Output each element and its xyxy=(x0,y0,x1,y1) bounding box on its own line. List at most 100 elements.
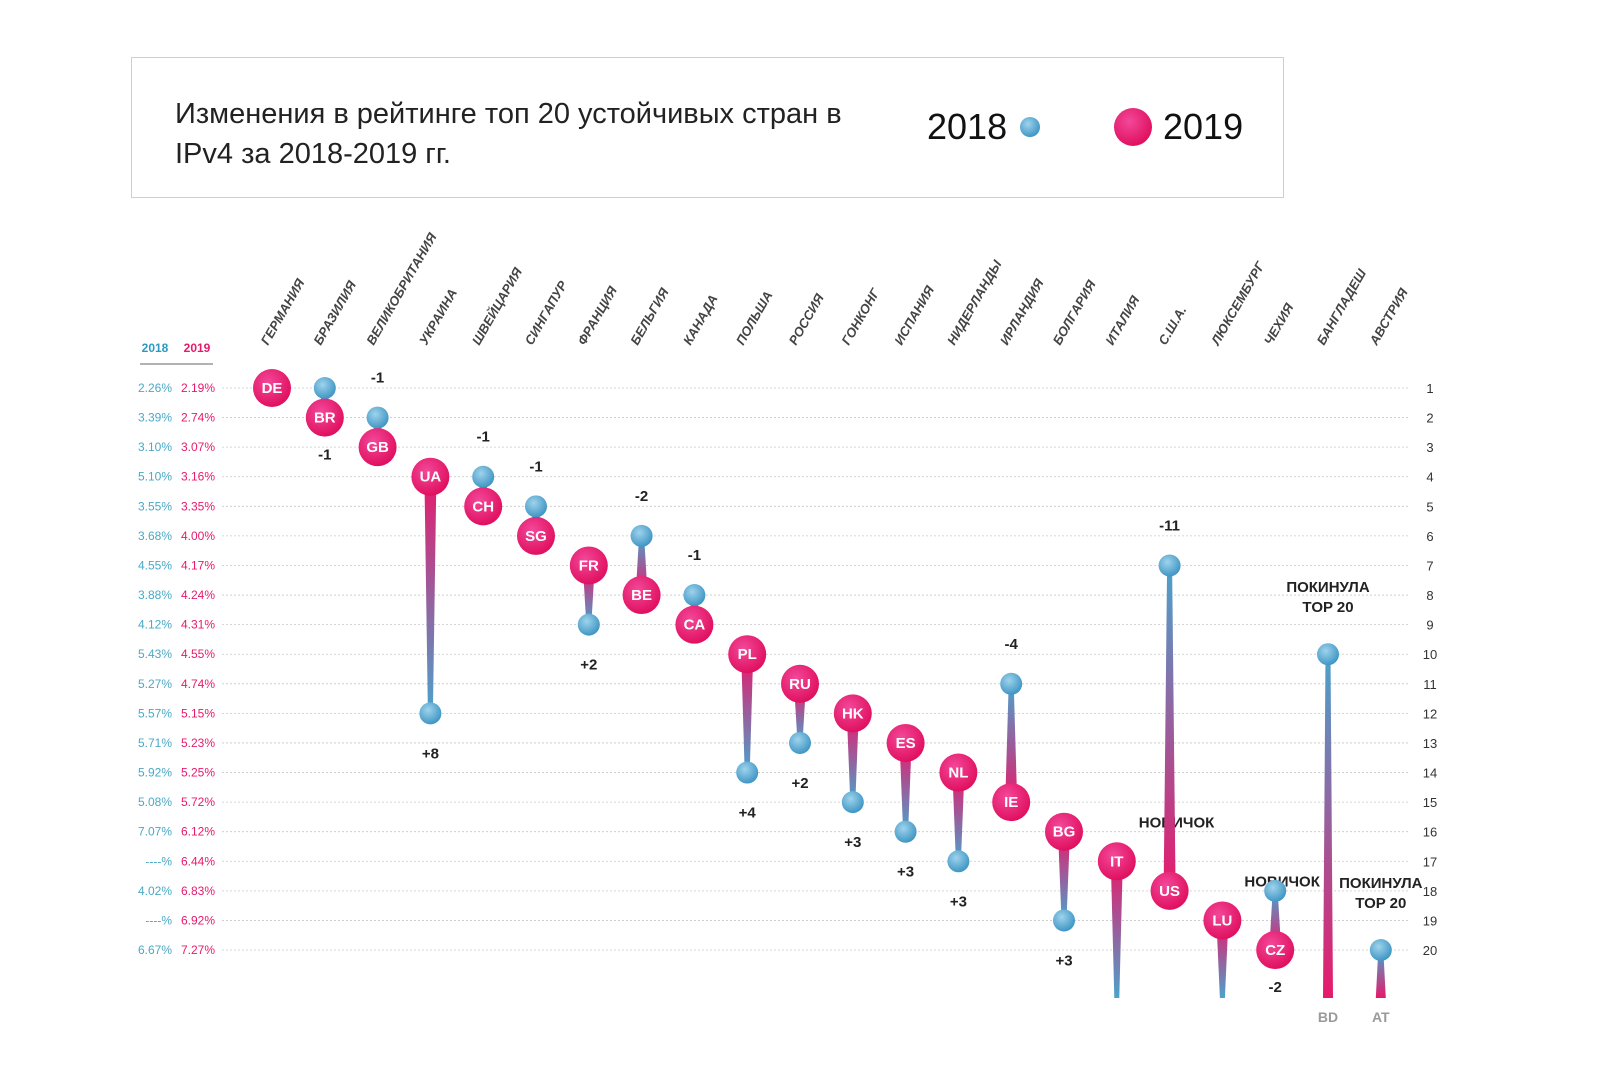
value-2018: 3.10% xyxy=(138,440,172,454)
country-code: SG xyxy=(525,528,547,545)
country-name: ЛЮКСЕМБУРГ xyxy=(1208,258,1269,348)
value-2018: 3.68% xyxy=(138,529,172,543)
dot-2019 xyxy=(1203,901,1242,940)
change-label: +2 xyxy=(580,657,597,674)
country-code: IE xyxy=(1004,794,1018,811)
country-name: ИРЛАНДИЯ xyxy=(997,276,1047,348)
value-2019: 3.35% xyxy=(181,499,215,513)
value-2019: 5.25% xyxy=(181,766,215,780)
table-header-2019: 2019 xyxy=(184,341,211,355)
value-2018: 4.12% xyxy=(138,618,172,632)
dumbbell-ru: RU +2 xyxy=(781,664,819,792)
value-2018: 3.55% xyxy=(138,499,172,513)
rank-tick-label: 15 xyxy=(1423,795,1437,810)
country-name: ИТАЛИЯ xyxy=(1102,293,1142,348)
country-name: УКРАИНА xyxy=(416,286,460,347)
dumbbell-us: US -11 xyxy=(1150,517,1189,910)
country-code: GB xyxy=(366,439,389,456)
change-line xyxy=(952,772,965,862)
dumbbell-hk: HK +3 xyxy=(833,694,872,851)
country-name: СИНГАПУР xyxy=(522,278,571,348)
dot-2018 xyxy=(1000,672,1023,695)
dumbbell-ca: CA -1 xyxy=(675,547,714,644)
rank-tick-label: 10 xyxy=(1423,647,1437,662)
dot-2018 xyxy=(1264,879,1287,902)
country-code: US xyxy=(1159,883,1180,900)
value-2019: 3.16% xyxy=(181,470,215,484)
change-line xyxy=(424,476,437,714)
change-label: +3 xyxy=(844,834,861,851)
dot-2018 xyxy=(1053,909,1075,932)
dumbbell-be: BE -2 xyxy=(622,488,661,615)
value-2018: 2.26% xyxy=(138,381,172,395)
change-label: -2 xyxy=(635,488,648,505)
country-name: КАНАДА xyxy=(680,292,721,347)
change-line xyxy=(1163,565,1176,891)
change-label: -11 xyxy=(1159,517,1180,534)
dot-2019 xyxy=(675,605,714,644)
rank-tick-label: 2 xyxy=(1426,411,1433,426)
change-label: -1 xyxy=(688,547,701,564)
change-label: -4 xyxy=(1005,636,1019,653)
dot-2019 xyxy=(886,723,925,762)
change-label: НОВИЧОК xyxy=(1244,873,1320,890)
dot-2018 xyxy=(630,524,653,547)
dot-2019 xyxy=(728,635,767,674)
value-2019: 4.74% xyxy=(181,677,215,691)
dumbbell-fr: FR +2 xyxy=(569,546,608,674)
dot-2018 xyxy=(947,850,970,873)
change-label: -1 xyxy=(318,447,331,464)
dumbbell-ie: IE -4 xyxy=(992,636,1031,822)
dot-2018 xyxy=(894,820,917,843)
change-line xyxy=(846,713,859,803)
value-2018: ----% xyxy=(145,913,172,927)
country-name: БОЛГАРИЯ xyxy=(1050,277,1099,347)
value-2018: 6.67% xyxy=(138,943,172,957)
rank-tick-label: 9 xyxy=(1426,618,1433,633)
value-2018: 5.43% xyxy=(138,647,172,661)
legend-2019-label: 2019 xyxy=(1163,106,1244,147)
country-name: НИДЕРЛАНДЫ xyxy=(944,257,1005,348)
dumbbell-cz: CZ -2 xyxy=(1256,879,1295,996)
value-2019: 4.31% xyxy=(181,618,215,632)
value-2019: 4.00% xyxy=(181,529,215,543)
dot-2018 xyxy=(1158,554,1181,577)
value-2019: 4.55% xyxy=(181,647,215,661)
value-2018: 4.55% xyxy=(138,558,172,572)
dot-2019 xyxy=(781,664,819,703)
dot-2018 xyxy=(1369,939,1392,962)
value-2019: 5.72% xyxy=(181,795,215,809)
chart-title: Изменения в рейтинге топ 20 устойчивых с… xyxy=(175,98,842,170)
dot-2019 xyxy=(305,398,344,437)
country-code: UA xyxy=(420,469,442,486)
dot-2018 xyxy=(472,465,495,488)
dot-2018 xyxy=(313,377,336,399)
dot-2019 xyxy=(569,546,608,585)
change-line xyxy=(1005,683,1018,803)
dot-2019 xyxy=(622,576,661,615)
value-2018: ----% xyxy=(145,854,172,868)
value-2018: 5.71% xyxy=(138,736,172,750)
rank-tick-label: 18 xyxy=(1423,884,1437,899)
country-name: С.Ш.А. xyxy=(1155,303,1189,347)
dot-2019 xyxy=(358,428,397,467)
dot-2019 xyxy=(1150,871,1189,910)
dumbbell-de: DE xyxy=(253,369,291,407)
country-code: NL xyxy=(948,765,968,782)
value-2019: 6.92% xyxy=(181,913,215,927)
dot-2019 xyxy=(992,783,1031,822)
value-2019: 7.27% xyxy=(181,943,215,957)
dumbbell-es: ES +3 xyxy=(886,723,925,881)
dot-2018 xyxy=(736,761,759,784)
value-2019: 2.74% xyxy=(181,411,215,425)
country-name: ПОЛЬША xyxy=(733,288,776,347)
country-code: LU xyxy=(1212,912,1232,929)
dot-2019 xyxy=(253,369,291,407)
rank-tick-label: 13 xyxy=(1423,736,1437,751)
value-2019: 3.07% xyxy=(181,440,215,454)
dot-2019 xyxy=(1097,842,1136,881)
dot-2018 xyxy=(683,584,706,607)
rank-tick-label: 5 xyxy=(1426,499,1433,514)
country-name: ИСПАНИЯ xyxy=(891,283,937,348)
